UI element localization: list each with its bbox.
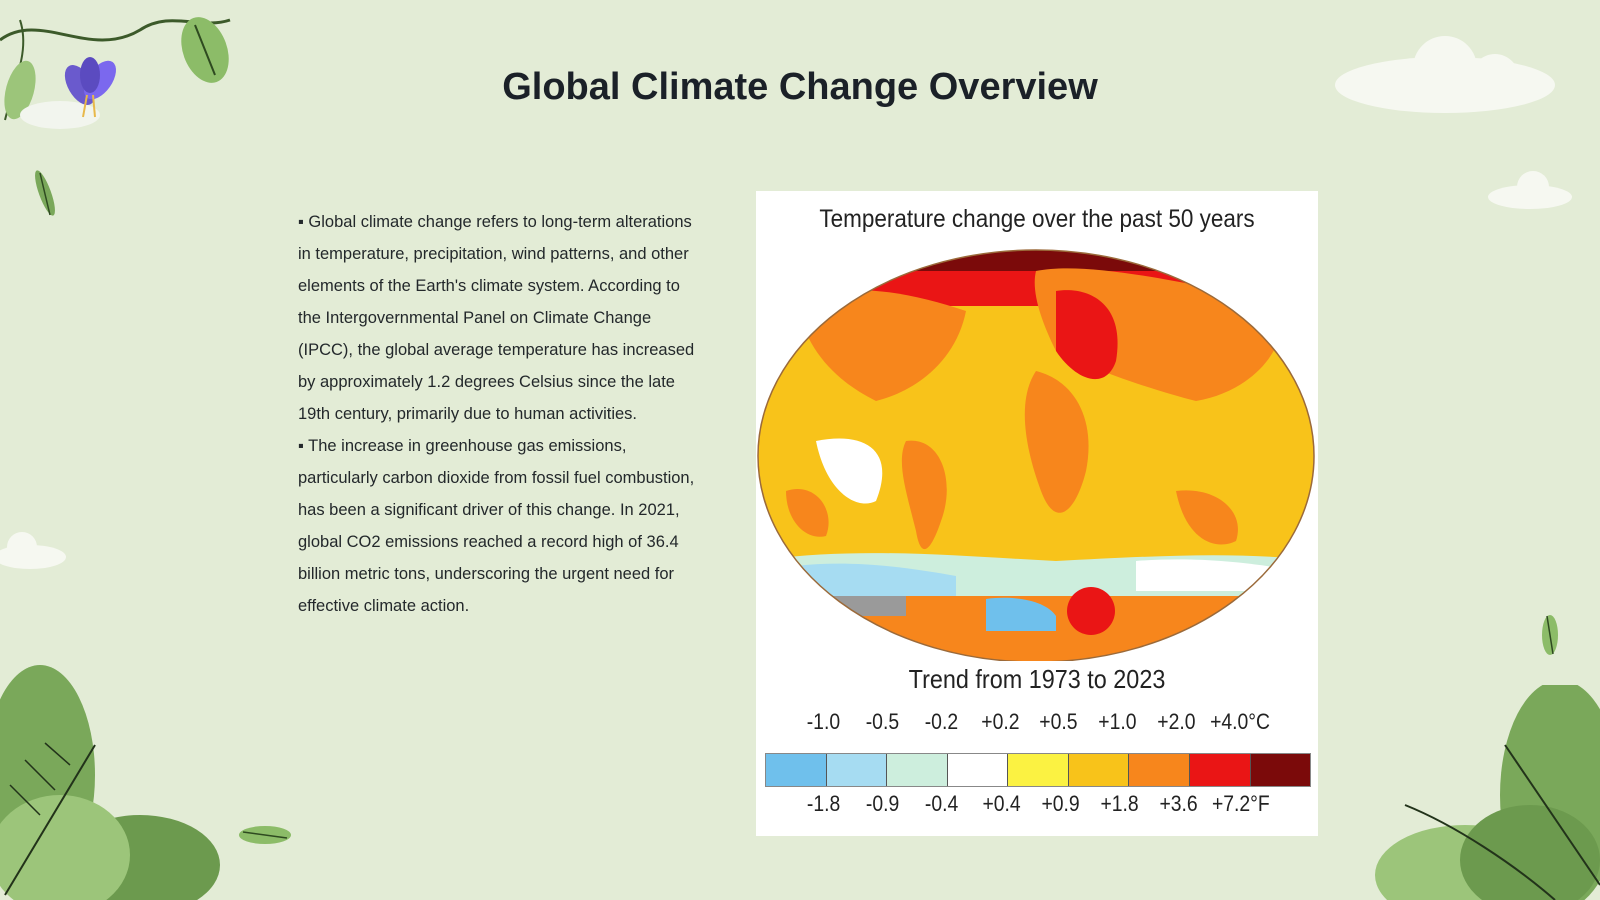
celsius-tick: +0.2 (980, 709, 1020, 734)
paragraph-climate-change: ▪ Global climate change refers to long-t… (298, 213, 695, 423)
cloud-icon (1488, 171, 1572, 209)
leaf-icon (239, 826, 291, 844)
bush-icon (0, 665, 220, 900)
celsius-tick: -0.5 (865, 709, 899, 734)
bush-icon (1375, 685, 1600, 900)
figure-title: Temperature change over the past 50 year… (819, 205, 1255, 233)
colorbar-swatch (1008, 754, 1069, 786)
celsius-tick: +0.5 (1039, 709, 1078, 734)
colorbar-swatch (826, 754, 888, 786)
colorbar-swatch (1189, 754, 1251, 786)
celsius-tick: -0.2 (924, 709, 958, 734)
leaf-icon (1542, 615, 1558, 655)
vine-icon (0, 17, 231, 129)
fahrenheit-tick: -1.8 (806, 791, 841, 816)
cloud-icon (1335, 36, 1555, 113)
flower-icon (64, 57, 116, 118)
colorbar-swatch (947, 754, 1009, 786)
page-title: Global Climate Change Overview (502, 66, 1098, 108)
fahrenheit-tick: +7.2°F (1212, 791, 1271, 816)
colorbar-swatch (1068, 754, 1130, 786)
cloud-icon (0, 532, 66, 569)
body-text: ▪ Global climate change refers to long-t… (298, 206, 698, 622)
colorbar-swatch (766, 754, 827, 786)
fahrenheit-tick: -0.4 (925, 791, 959, 816)
colorbar-swatch (887, 754, 948, 786)
celsius-scale: -1.0 -0.5 -0.2 +0.2 +0.5 +1.0 +2.0 +4.0°… (794, 709, 1274, 735)
temperature-map-figure: Temperature change over the past 50 year… (756, 191, 1318, 836)
paragraph-emissions: ▪ The increase in greenhouse gas emissio… (298, 437, 695, 615)
fahrenheit-scale: -1.8 -0.9 -0.4 +0.4 +0.9 +1.8 +3.6 +7.2°… (794, 791, 1274, 817)
colorbar-swatch (1129, 754, 1190, 786)
world-temperature-map (757, 249, 1315, 661)
celsius-tick: +2.0 (1157, 709, 1196, 734)
trend-label: Trend from 1973 to 2023 (908, 664, 1166, 694)
fahrenheit-tick: -0.9 (866, 791, 900, 816)
fahrenheit-tick: +1.8 (1100, 791, 1139, 816)
celsius-tick: -1.0 (806, 709, 841, 734)
fahrenheit-tick: +0.4 (982, 791, 1021, 816)
fahrenheit-tick: +0.9 (1041, 791, 1080, 816)
celsius-tick: +4.0°C (1209, 709, 1270, 734)
fahrenheit-tick: +3.6 (1159, 791, 1198, 816)
temperature-colorbar (765, 753, 1311, 787)
colorbar-swatch (1250, 754, 1311, 786)
celsius-tick: +1.0 (1098, 709, 1137, 734)
leaf-icon (35, 170, 55, 216)
